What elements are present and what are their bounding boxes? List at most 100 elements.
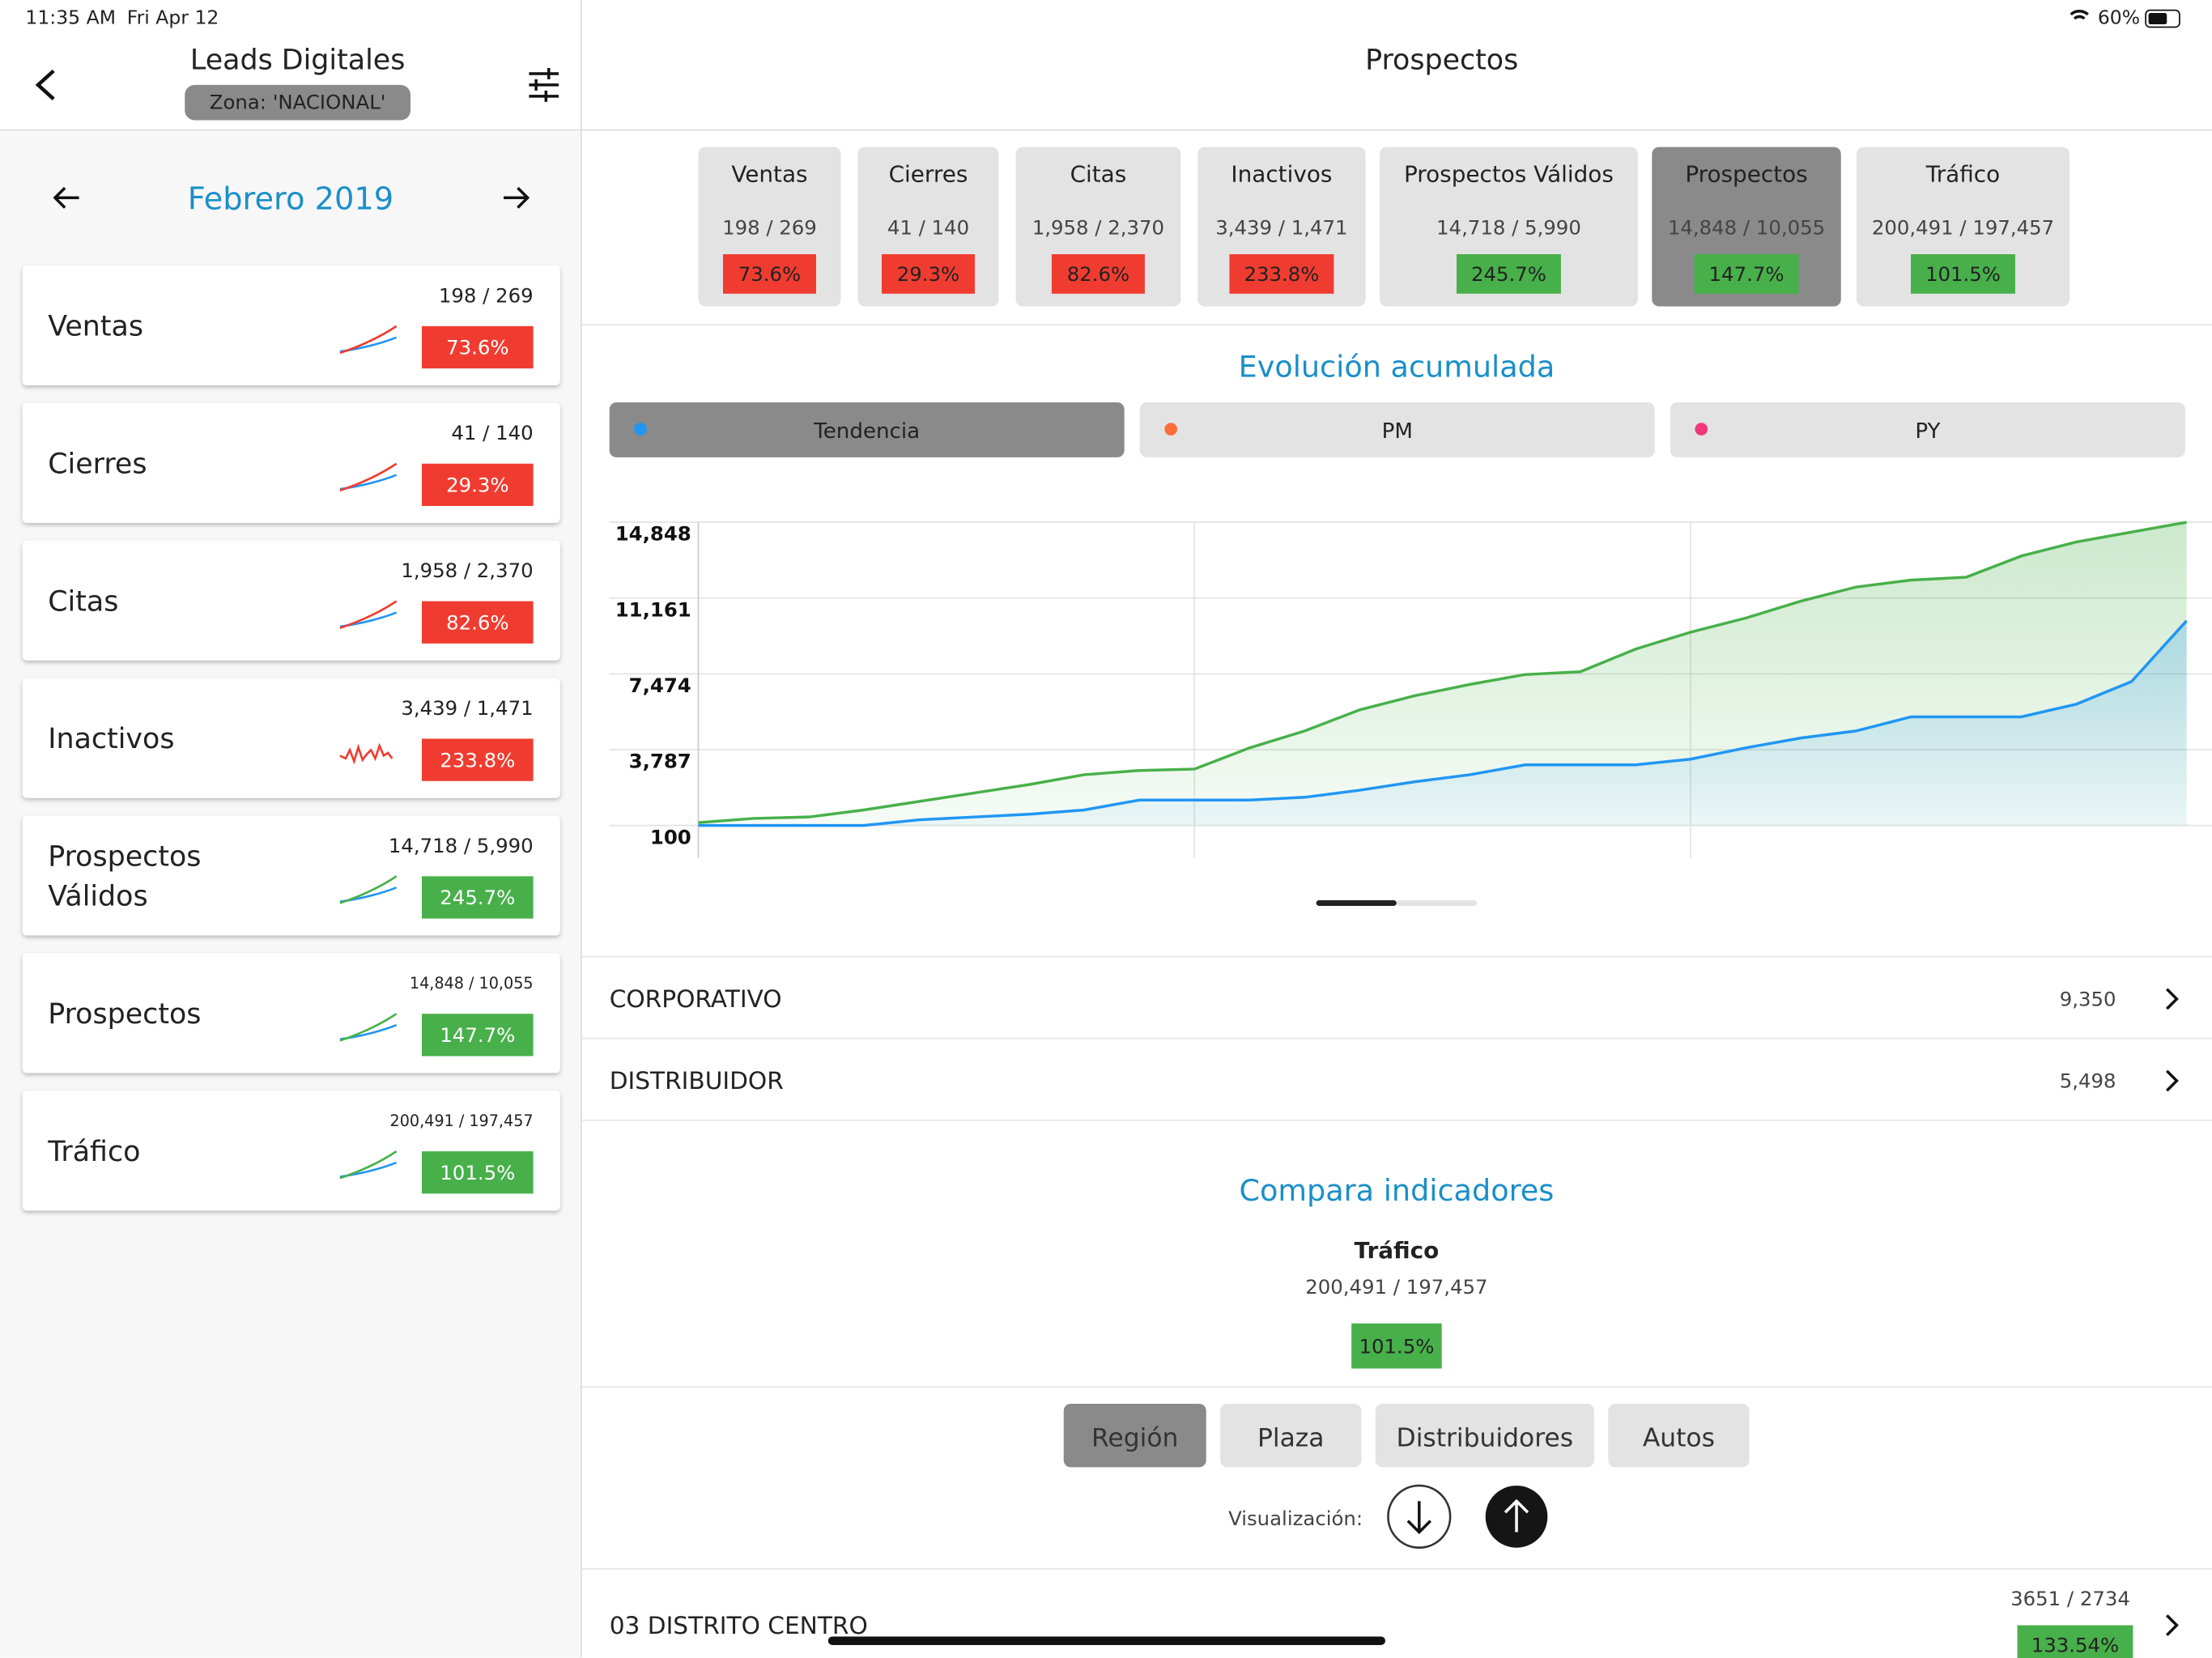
- segment-label: Región: [1091, 1424, 1178, 1453]
- segment-label: Distribuidores: [1397, 1424, 1574, 1453]
- card-ratio: 14,718 / 5,990: [389, 834, 534, 857]
- chevron[interactable]: [2166, 1069, 2179, 1092]
- group-name: CORPORATIVO: [610, 985, 782, 1013]
- tab-label: PY: [1915, 419, 1941, 444]
- view-label: Visualización:: [1228, 1507, 1363, 1530]
- tab-dot: [634, 423, 647, 436]
- group-name: DISTRIBUIDOR: [610, 1067, 784, 1095]
- region-name: 03 DISTRITO CENTRO: [610, 1612, 868, 1639]
- segment-label: Plaza: [1257, 1424, 1325, 1453]
- main-title: Prospectos: [1365, 44, 1518, 76]
- kpi-name: Tráfico: [1925, 160, 2000, 187]
- compare-pct-badge: [1351, 1323, 1442, 1369]
- arrow-up-icon: [1504, 1499, 1529, 1533]
- card-ratio: 198 / 269: [439, 283, 534, 307]
- status-time: 11:35 AM: [25, 6, 116, 29]
- kpi-pct-badge: [1911, 253, 2015, 294]
- month-label: Febrero 2019: [188, 181, 393, 217]
- segment-button[interactable]: [1375, 1404, 1594, 1468]
- kpi-ratio: 200,491 / 197,457: [1872, 216, 2054, 240]
- prev-month[interactable]: [53, 186, 79, 209]
- segment-button[interactable]: [1608, 1404, 1750, 1468]
- next-month[interactable]: [504, 186, 530, 209]
- filter-button[interactable]: [529, 68, 559, 102]
- battery-level: 60%: [2098, 6, 2140, 29]
- kpi-ratio: 14,718 / 5,990: [1436, 216, 1581, 240]
- compare-pct: 101.5%: [1359, 1334, 1434, 1358]
- card-ratio: 41 / 140: [451, 421, 533, 444]
- card-name: Inactivos: [48, 723, 174, 755]
- sparkline: [339, 742, 393, 765]
- card-name: Prospectos Válidos: [48, 841, 201, 913]
- kpi-ratio: 198 / 269: [722, 216, 817, 240]
- card-name: Tráfico: [47, 1136, 140, 1168]
- sparkline: [339, 462, 398, 492]
- segment-button[interactable]: [1063, 1404, 1206, 1468]
- sparkline: [339, 1013, 398, 1042]
- region-pct-badge: [2017, 1625, 2133, 1658]
- series-tab[interactable]: [609, 402, 1125, 457]
- kpi-pct: 245.7%: [1471, 262, 1546, 286]
- segment-button[interactable]: [1220, 1404, 1362, 1468]
- card-pct: 82.6%: [446, 610, 508, 634]
- card-pct-badge: [421, 325, 534, 369]
- kpi-pct-badge: [1051, 253, 1145, 294]
- group-value: 9,350: [2060, 988, 2116, 1011]
- card-pct-badge: [421, 1014, 534, 1056]
- wifi-icon: [2069, 10, 2089, 20]
- kpi-tile[interactable]: [1856, 147, 2070, 307]
- kpi-ratio: 14,848 / 10,055: [1668, 216, 1825, 240]
- chevron[interactable]: [2166, 1614, 2179, 1636]
- kpi-pct-badge: [881, 253, 975, 294]
- card-pct-badge: [421, 876, 534, 919]
- series-line: [698, 521, 2187, 824]
- kpi-pct: 147.7%: [1709, 262, 1784, 286]
- back-button[interactable]: [35, 69, 55, 101]
- y-tick-label: 3,787: [629, 750, 691, 773]
- y-tick-label: 14,848: [615, 522, 691, 546]
- sparkline: [339, 1150, 398, 1180]
- status-date: Fri Apr 12: [127, 6, 219, 29]
- kpi-pct: 82.6%: [1067, 262, 1129, 286]
- y-tick-label: 11,161: [615, 597, 691, 621]
- kpi-ratio: 3,439 / 1,471: [1215, 216, 1347, 240]
- kpi-tile[interactable]: [1380, 147, 1638, 307]
- battery-fill: [2148, 13, 2167, 24]
- series-line: [698, 619, 2188, 827]
- y-tick-label: 7,474: [629, 674, 691, 697]
- chevron[interactable]: [2166, 988, 2179, 1010]
- card-ratio: 1,958 / 2,370: [401, 559, 533, 582]
- card-pct-badge: [421, 601, 534, 644]
- segment-label: Autos: [1643, 1424, 1715, 1453]
- kpi-pct-badge: [1229, 253, 1334, 294]
- kpi-pct-badge: [1456, 253, 1561, 294]
- series-tab[interactable]: [1670, 402, 2185, 457]
- group-value: 5,498: [2060, 1069, 2116, 1093]
- card-pct: 233.8%: [440, 748, 515, 772]
- card-pct: 29.3%: [446, 474, 508, 497]
- kpi-ratio: 41 / 140: [887, 216, 969, 240]
- series-tab[interactable]: [1139, 402, 1655, 457]
- section-title: Compara indicadores: [1239, 1173, 1554, 1208]
- kpi-pct: 73.6%: [738, 262, 801, 286]
- sparkline: [339, 600, 398, 629]
- kpi-pct: 101.5%: [1925, 262, 2001, 286]
- series-area: [698, 620, 2187, 826]
- compare-ratio: 200,491 / 197,457: [1305, 1275, 1487, 1299]
- card-pct-badge: [421, 738, 534, 781]
- kpi-pct-badge: [722, 253, 816, 294]
- card-ratio: 200,491 / 197,457: [390, 1112, 534, 1130]
- card-pct: 147.7%: [440, 1023, 515, 1047]
- kpi-ratio: 1,958 / 2,370: [1032, 216, 1164, 240]
- tab-label: PM: [1382, 419, 1413, 444]
- kpi-pct: 233.8%: [1244, 262, 1319, 286]
- card-ratio: 14,848 / 10,055: [410, 974, 534, 993]
- arrow-down-icon: [1406, 1501, 1431, 1535]
- kpi-name: Prospectos: [1685, 160, 1807, 187]
- tab-dot: [1695, 423, 1708, 436]
- card-name: Prospectos: [48, 998, 201, 1031]
- kpi-name: Citas: [1070, 160, 1127, 187]
- kpi-pct: 29.3%: [897, 262, 959, 286]
